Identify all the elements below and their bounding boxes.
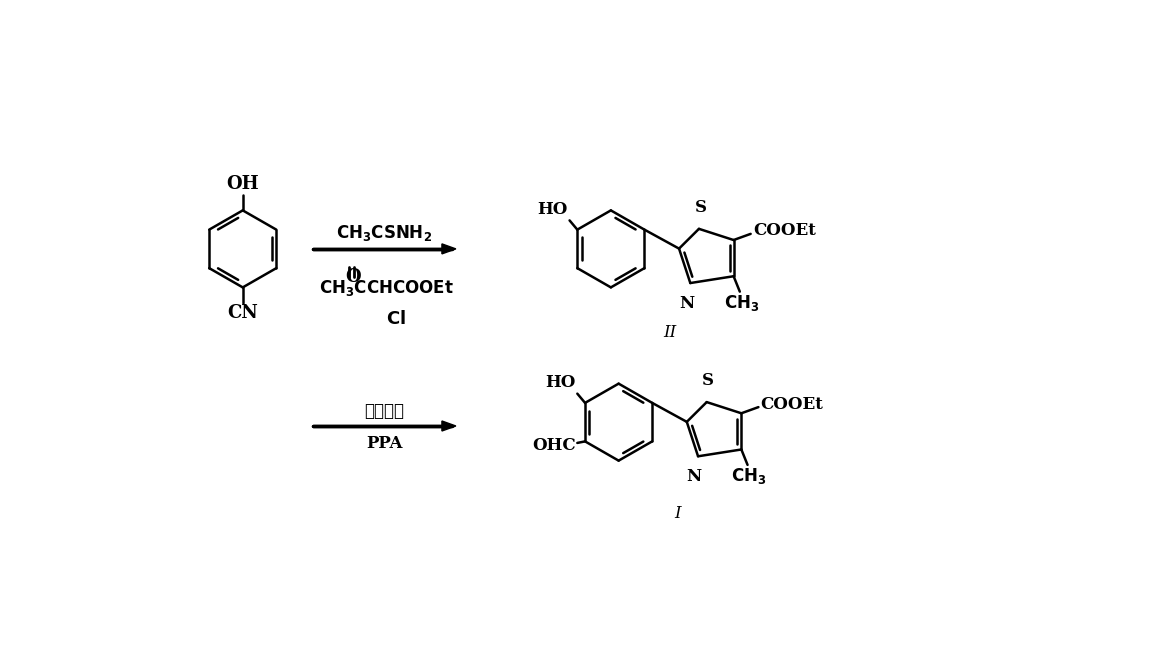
Text: COOEt: COOEt: [753, 222, 816, 239]
Text: N: N: [679, 295, 694, 312]
Text: N: N: [686, 468, 701, 485]
Text: OH: OH: [226, 175, 259, 194]
Text: S: S: [703, 372, 714, 389]
Text: PPA: PPA: [366, 435, 403, 452]
Text: CN: CN: [228, 304, 258, 322]
Polygon shape: [442, 244, 456, 254]
Text: I: I: [675, 504, 680, 522]
Text: S: S: [694, 199, 706, 216]
Text: $\mathbf{CH_3CSNH_2}$: $\mathbf{CH_3CSNH_2}$: [336, 223, 432, 243]
Polygon shape: [442, 421, 456, 431]
Text: O: O: [345, 268, 361, 286]
Text: $\mathbf{CH_3}$: $\mathbf{CH_3}$: [732, 466, 767, 486]
Text: OHC: OHC: [532, 437, 575, 454]
Text: $\mathbf{CH_3CCHCOOEt}$: $\mathbf{CH_3CCHCOOEt}$: [319, 278, 454, 298]
Text: II: II: [663, 323, 677, 340]
Text: COOEt: COOEt: [761, 396, 824, 413]
Text: 乌洛托品: 乌洛托品: [364, 403, 404, 420]
Text: $\mathbf{Cl}$: $\mathbf{Cl}$: [385, 310, 405, 329]
Text: HO: HO: [545, 375, 575, 392]
Text: HO: HO: [538, 201, 568, 218]
Text: $\mathbf{CH_3}$: $\mathbf{CH_3}$: [724, 293, 759, 313]
